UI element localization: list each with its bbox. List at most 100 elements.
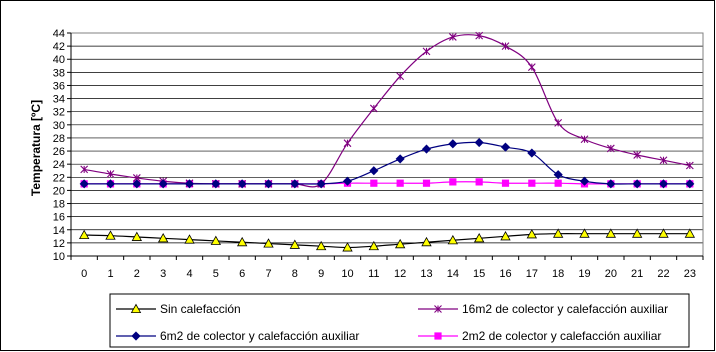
x-tick-label: 22 — [657, 268, 669, 280]
legend-marker — [130, 303, 142, 314]
series-0-point — [342, 242, 353, 252]
x-tick-label: 15 — [473, 268, 485, 280]
x-tick-label: 1 — [107, 268, 113, 280]
series-1-point — [369, 104, 378, 113]
y-tick-label: 28 — [53, 133, 65, 145]
series-3-point — [475, 178, 483, 186]
x-tick-label: 21 — [631, 268, 643, 280]
y-tick-label: 30 — [53, 120, 65, 132]
y-tick-label: 22 — [53, 172, 65, 184]
x-tick-label: 7 — [265, 268, 271, 280]
x-tick-label: 17 — [526, 268, 538, 280]
series-2-point — [290, 179, 300, 189]
legend-label: 6m2 de colector y calefacción auxiliar — [160, 329, 359, 343]
series-2-point — [132, 179, 142, 189]
series-3-point — [554, 179, 562, 187]
series-1-point — [106, 170, 115, 178]
x-tick-label: 9 — [318, 268, 324, 280]
series-2-point — [395, 154, 405, 164]
series-1-point — [580, 135, 589, 144]
legend: Sin calefacción 16m2 de colector y calefa… — [109, 293, 690, 348]
legend-marker — [131, 331, 141, 341]
y-tick-label: 44 — [53, 28, 65, 40]
series-0-point — [421, 236, 432, 247]
series-2-point — [500, 142, 511, 152]
legend-marker — [434, 305, 442, 313]
legend-entry-2: 6m2 de colector y calefacción auxiliar — [116, 329, 359, 343]
series-1-point — [554, 118, 563, 127]
y-tick-label: 42 — [53, 41, 65, 53]
y-tick-label: 12 — [53, 238, 65, 250]
y-tick-label: 16 — [53, 212, 65, 224]
legend-label: 2m2 de colector y calefacción auxiliar — [462, 329, 661, 343]
series-0 — [78, 228, 696, 252]
series-0-point — [631, 228, 643, 238]
x-tick-label: 2 — [134, 268, 140, 280]
series-3-point — [501, 179, 510, 187]
series-0-point — [236, 236, 248, 247]
series-3-point — [422, 179, 431, 187]
series-1-point — [422, 47, 431, 56]
series-2-point — [105, 179, 116, 189]
series-0-point — [368, 240, 380, 251]
series-0-point — [157, 232, 169, 243]
y-tick-label: 40 — [53, 54, 65, 66]
legend-entry-1: 16m2 de colector y calefacción auxiliar — [418, 302, 668, 316]
series-2-point — [448, 139, 458, 149]
series-2 — [79, 137, 695, 189]
y-tick-label: 36 — [53, 80, 65, 92]
y-tick-label: 26 — [53, 146, 65, 158]
x-tick-label: 0 — [81, 268, 87, 280]
series-0-point — [289, 239, 301, 249]
series-0-point — [658, 228, 669, 238]
series-3-point — [528, 179, 536, 187]
series-3-point — [370, 179, 378, 187]
legend-entry-0: Sin calefacción — [116, 302, 241, 316]
series-1-point — [659, 156, 668, 165]
x-tick-label: 19 — [578, 268, 590, 280]
series-0-point — [579, 228, 590, 238]
series-0-point — [473, 232, 485, 243]
series-2-point — [79, 179, 89, 189]
series-0-point — [131, 231, 143, 241]
series-0-point — [105, 230, 116, 240]
series-2-point — [606, 179, 616, 189]
series-0-point — [394, 238, 406, 249]
y-tick-label: 38 — [53, 67, 65, 79]
y-tick-label: 32 — [53, 107, 65, 119]
series-2-point — [263, 179, 274, 189]
legend-label: Sin calefacción — [160, 302, 241, 316]
series-0-point — [526, 229, 538, 239]
x-tick-label: 10 — [341, 268, 353, 280]
series-2-point — [237, 179, 247, 189]
x-tick-label: 14 — [447, 268, 459, 280]
x-tick-label: 4 — [186, 268, 192, 280]
series-2-point — [553, 170, 563, 180]
series-layer — [78, 31, 696, 252]
series-2-point — [579, 176, 590, 186]
series-0-point — [263, 238, 274, 248]
series-2-point — [632, 179, 642, 189]
legend-box — [109, 293, 690, 348]
series-2-point — [342, 176, 353, 186]
x-tick-label: 3 — [160, 268, 166, 280]
legend-entry-3: 2m2 de colector y calefacción auxiliar — [418, 329, 661, 343]
series-1-point — [685, 161, 694, 170]
series-1-point — [606, 144, 615, 153]
x-tick-label: 8 — [292, 268, 298, 280]
series-2-point — [211, 179, 221, 189]
series-2-point — [685, 179, 695, 189]
series-1-point — [475, 31, 484, 40]
series-0-point — [210, 235, 222, 245]
series-0-point — [605, 228, 617, 238]
series-0-point — [500, 230, 511, 241]
x-tick-label: 12 — [394, 268, 406, 280]
series-0-point — [684, 228, 696, 238]
series-2-point — [474, 137, 484, 148]
series-0-point — [315, 240, 327, 251]
series-2-point — [184, 179, 195, 189]
x-tick-label: 6 — [239, 268, 245, 280]
